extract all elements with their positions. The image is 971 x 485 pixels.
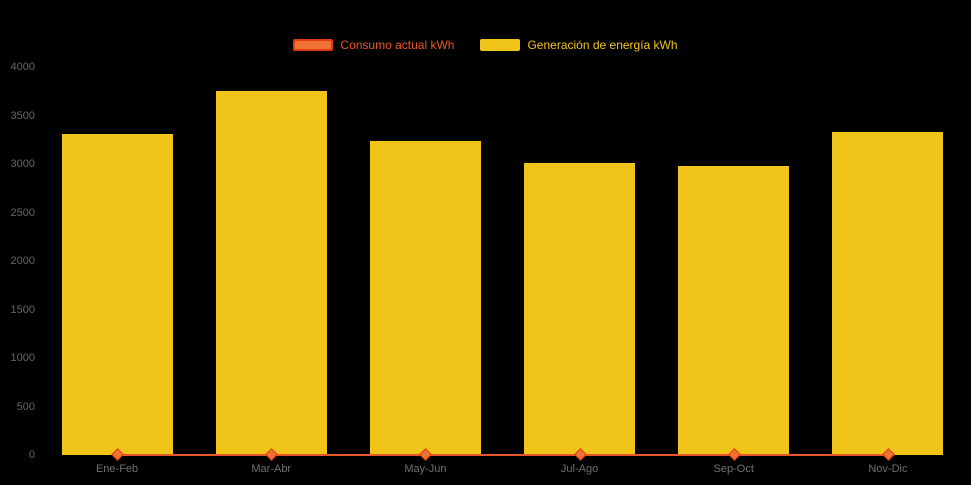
- y-axis-tick-label: 3500: [10, 109, 35, 122]
- generacion-bar[interactable]: [370, 141, 481, 455]
- y-axis-tick-label: 2000: [10, 255, 35, 267]
- legend-label-generacion: Generación de energía kWh: [527, 38, 678, 52]
- legend-item-consumo[interactable]: Consumo actual kWh: [293, 38, 454, 52]
- y-axis-tick-label: 0: [28, 449, 35, 461]
- y-axis-tick-label: 500: [16, 400, 35, 413]
- y-axis-tick-label: 1500: [10, 303, 35, 316]
- x-axis-category-label: Nov-Dic: [868, 463, 908, 475]
- x-axis-category-label: Jul-Ago: [560, 463, 599, 475]
- generacion-bar[interactable]: [832, 132, 943, 455]
- y-axis-tick-label: 3000: [10, 158, 35, 170]
- consumo-series-swatch-icon: [293, 39, 334, 51]
- y-axis-tick-label: 1000: [10, 352, 35, 364]
- consumo-line[interactable]: [117, 454, 888, 456]
- x-axis-category-label: Ene-Feb: [95, 463, 139, 475]
- generacion-bar[interactable]: [524, 163, 635, 455]
- plot-area: [40, 67, 965, 461]
- x-axis-category-label: May-Jun: [404, 463, 447, 475]
- generacion-bar[interactable]: [216, 91, 327, 455]
- x-axis-category-label: Sep-Oct: [713, 463, 754, 475]
- generacion-series-swatch-icon: [480, 39, 521, 51]
- y-axis-tick-label: 4000: [10, 61, 35, 73]
- generacion-bar[interactable]: [62, 134, 173, 455]
- x-axis-category-label: Mar-Abr: [251, 463, 292, 475]
- chart-legend: Consumo actual kWh Generación de energía…: [0, 38, 971, 52]
- legend-label-consumo: Consumo actual kWh: [340, 38, 455, 52]
- generacion-bar[interactable]: [678, 166, 789, 455]
- legend-item-generacion[interactable]: Generación de energía kWh: [480, 38, 678, 52]
- y-axis-tick-label: 2500: [10, 206, 35, 219]
